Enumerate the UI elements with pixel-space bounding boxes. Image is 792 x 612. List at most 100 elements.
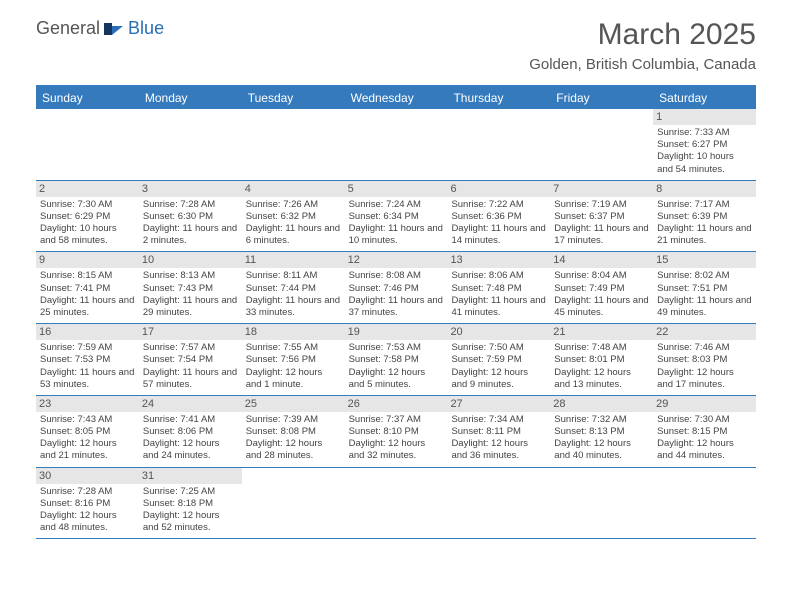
- sunset-text: Sunset: 6:27 PM: [657, 139, 752, 151]
- sunrise-text: Sunrise: 7:28 AM: [40, 486, 135, 498]
- day-of-week-header: Sunday Monday Tuesday Wednesday Thursday…: [36, 87, 756, 109]
- daylight-text: Daylight: 12 hours and 48 minutes.: [40, 510, 135, 534]
- sunset-text: Sunset: 7:43 PM: [143, 283, 238, 295]
- sunset-text: Sunset: 7:58 PM: [349, 354, 444, 366]
- day-cell: [242, 109, 345, 180]
- dow-friday: Friday: [550, 87, 653, 109]
- day-cell: 7Sunrise: 7:19 AMSunset: 6:37 PMDaylight…: [550, 181, 653, 252]
- day-number: 19: [345, 324, 448, 340]
- sunset-text: Sunset: 7:53 PM: [40, 354, 135, 366]
- sunset-text: Sunset: 8:10 PM: [349, 426, 444, 438]
- day-cell: 6Sunrise: 7:22 AMSunset: 6:36 PMDaylight…: [447, 181, 550, 252]
- daylight-text: Daylight: 11 hours and 2 minutes.: [143, 223, 238, 247]
- day-cell: [345, 468, 448, 539]
- sunset-text: Sunset: 7:48 PM: [451, 283, 546, 295]
- day-cell: 14Sunrise: 8:04 AMSunset: 7:49 PMDayligh…: [550, 252, 653, 323]
- sunrise-text: Sunrise: 7:24 AM: [349, 199, 444, 211]
- day-cell: 27 Sunrise: 7:34 AMSunset: 8:11 PMDayligh…: [447, 396, 550, 467]
- sunrise-text: Sunrise: 7:17 AM: [657, 199, 752, 211]
- dow-saturday: Saturday: [653, 87, 756, 109]
- sunset-text: Sunset: 7:41 PM: [40, 283, 135, 295]
- sunset-text: Sunset: 6:39 PM: [657, 211, 752, 223]
- day-number: 22: [653, 324, 756, 340]
- weeks-container: 1Sunrise: 7:33 AMSunset: 6:27 PMDaylight…: [36, 109, 756, 539]
- sunset-text: Sunset: 7:49 PM: [554, 283, 649, 295]
- day-cell: [550, 109, 653, 180]
- sunset-text: Sunset: 8:06 PM: [143, 426, 238, 438]
- day-number: 26: [345, 396, 448, 412]
- week-row: 9Sunrise: 8:15 AMSunset: 7:41 PMDaylight…: [36, 252, 756, 324]
- daylight-text: Daylight: 11 hours and 53 minutes.: [40, 367, 135, 391]
- sunrise-text: Sunrise: 8:15 AM: [40, 270, 135, 282]
- daylight-text: Daylight: 12 hours and 32 minutes.: [349, 438, 444, 462]
- sunset-text: Sunset: 6:37 PM: [554, 211, 649, 223]
- sunrise-text: Sunrise: 7:22 AM: [451, 199, 546, 211]
- sunrise-text: Sunrise: 7:39 AM: [246, 414, 341, 426]
- daylight-text: Daylight: 11 hours and 37 minutes.: [349, 295, 444, 319]
- sunset-text: Sunset: 8:11 PM: [451, 426, 546, 438]
- sunrise-text: Sunrise: 7:55 AM: [246, 342, 341, 354]
- title-block: March 2025 Golden, British Columbia, Can…: [529, 18, 756, 73]
- sunset-text: Sunset: 7:44 PM: [246, 283, 341, 295]
- day-number: 13: [447, 252, 550, 268]
- sunrise-text: Sunrise: 7:30 AM: [657, 414, 752, 426]
- sunrise-text: Sunrise: 7:59 AM: [40, 342, 135, 354]
- sunset-text: Sunset: 8:16 PM: [40, 498, 135, 510]
- sunrise-text: Sunrise: 7:30 AM: [40, 199, 135, 211]
- day-number: 24: [139, 396, 242, 412]
- sunrise-text: Sunrise: 7:50 AM: [451, 342, 546, 354]
- sunset-text: Sunset: 7:54 PM: [143, 354, 238, 366]
- sunrise-text: Sunrise: 7:41 AM: [143, 414, 238, 426]
- sunrise-text: Sunrise: 7:57 AM: [143, 342, 238, 354]
- sunset-text: Sunset: 7:59 PM: [451, 354, 546, 366]
- sunrise-text: Sunrise: 7:46 AM: [657, 342, 752, 354]
- day-number: 2: [36, 181, 139, 197]
- day-cell: 17Sunrise: 7:57 AMSunset: 7:54 PMDayligh…: [139, 324, 242, 395]
- day-cell: 9Sunrise: 8:15 AMSunset: 7:41 PMDaylight…: [36, 252, 139, 323]
- sunset-text: Sunset: 8:08 PM: [246, 426, 341, 438]
- week-row: 2Sunrise: 7:30 AMSunset: 6:29 PMDaylight…: [36, 181, 756, 253]
- day-cell: 18Sunrise: 7:55 AMSunset: 7:56 PMDayligh…: [242, 324, 345, 395]
- dow-tuesday: Tuesday: [242, 87, 345, 109]
- day-cell: 22Sunrise: 7:46 AMSunset: 8:03 PMDayligh…: [653, 324, 756, 395]
- day-number: 10: [139, 252, 242, 268]
- sunrise-text: Sunrise: 7:34 AM: [451, 414, 546, 426]
- daylight-text: Daylight: 12 hours and 9 minutes.: [451, 367, 546, 391]
- sunset-text: Sunset: 8:03 PM: [657, 354, 752, 366]
- daylight-text: Daylight: 12 hours and 40 minutes.: [554, 438, 649, 462]
- logo-text-blue: Blue: [128, 18, 164, 39]
- day-number: 16: [36, 324, 139, 340]
- day-cell: 26Sunrise: 7:37 AMSunset: 8:10 PMDayligh…: [345, 396, 448, 467]
- sunrise-text: Sunrise: 8:06 AM: [451, 270, 546, 282]
- sunset-text: Sunset: 6:36 PM: [451, 211, 546, 223]
- daylight-text: Daylight: 12 hours and 44 minutes.: [657, 438, 752, 462]
- day-number: 27: [447, 396, 550, 412]
- location-subtitle: Golden, British Columbia, Canada: [529, 56, 756, 73]
- sunset-text: Sunset: 6:32 PM: [246, 211, 341, 223]
- day-number: 25: [242, 396, 345, 412]
- sunrise-text: Sunrise: 8:02 AM: [657, 270, 752, 282]
- day-number: 5: [345, 181, 448, 197]
- day-cell: [447, 468, 550, 539]
- sunrise-text: Sunrise: 7:48 AM: [554, 342, 649, 354]
- page-title: March 2025: [529, 18, 756, 52]
- daylight-text: Daylight: 12 hours and 21 minutes.: [40, 438, 135, 462]
- day-number: 30: [36, 468, 139, 484]
- daylight-text: Daylight: 11 hours and 41 minutes.: [451, 295, 546, 319]
- daylight-text: Daylight: 11 hours and 10 minutes.: [349, 223, 444, 247]
- sunset-text: Sunset: 7:51 PM: [657, 283, 752, 295]
- dow-thursday: Thursday: [447, 87, 550, 109]
- dow-sunday: Sunday: [36, 87, 139, 109]
- day-cell: 28Sunrise: 7:32 AMSunset: 8:13 PMDayligh…: [550, 396, 653, 467]
- sunset-text: Sunset: 8:01 PM: [554, 354, 649, 366]
- daylight-text: Daylight: 11 hours and 29 minutes.: [143, 295, 238, 319]
- daylight-text: Daylight: 12 hours and 28 minutes.: [246, 438, 341, 462]
- daylight-text: Daylight: 12 hours and 52 minutes.: [143, 510, 238, 534]
- sunrise-text: Sunrise: 8:11 AM: [246, 270, 341, 282]
- day-number: 14: [550, 252, 653, 268]
- daylight-text: Daylight: 12 hours and 36 minutes.: [451, 438, 546, 462]
- logo-text-general: General: [36, 18, 100, 39]
- sunrise-text: Sunrise: 8:04 AM: [554, 270, 649, 282]
- day-number: 18: [242, 324, 345, 340]
- day-cell: [550, 468, 653, 539]
